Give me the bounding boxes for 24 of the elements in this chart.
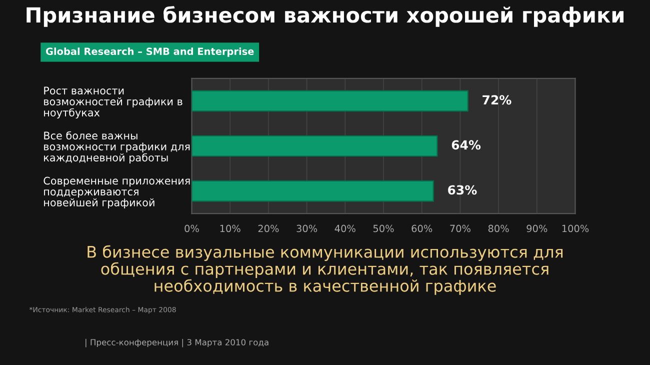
x-tick-label: 0% (184, 224, 199, 232)
data-label: 63% (448, 185, 477, 195)
x-tick-label: 80% (488, 224, 509, 232)
x-tick-label: 100% (562, 224, 589, 232)
y-tick-label: Современные приложения поддерживаются новейшей графикой (44, 176, 190, 208)
y-tick-label: Рост важности возможностей графики в ноутбуках (44, 86, 182, 118)
x-tick-label: 40% (334, 224, 356, 232)
data-label: 64% (452, 140, 481, 150)
x-tick-label: 90% (526, 224, 548, 232)
bar (192, 135, 438, 157)
text: | Пресс-конференция | 3 Марта 2010 года (86, 338, 268, 348)
y-tick-label: Все более важны возможности графики для каждодневной работы (44, 131, 190, 164)
x-tick-label: 60% (412, 224, 432, 232)
x-tick-label: 30% (296, 224, 318, 232)
x-tick-label: 20% (258, 224, 279, 232)
text: В бизнесе визуальные коммуникации используются для общения с партнерами и клиентами, так появляется необходимость в качественной графике (88, 245, 563, 295)
x-tick-label: 70% (450, 224, 470, 232)
chart-subtitle: Global Research – SMB and Enterprise (46, 47, 254, 57)
x-tick-label: 50% (373, 224, 394, 232)
bar (192, 90, 468, 112)
bar (192, 180, 434, 202)
chart-title: Признание бизнесом важности хорошей графики (26, 6, 624, 27)
data-label: 72% (482, 95, 512, 105)
x-tick-label: 10% (220, 224, 240, 232)
